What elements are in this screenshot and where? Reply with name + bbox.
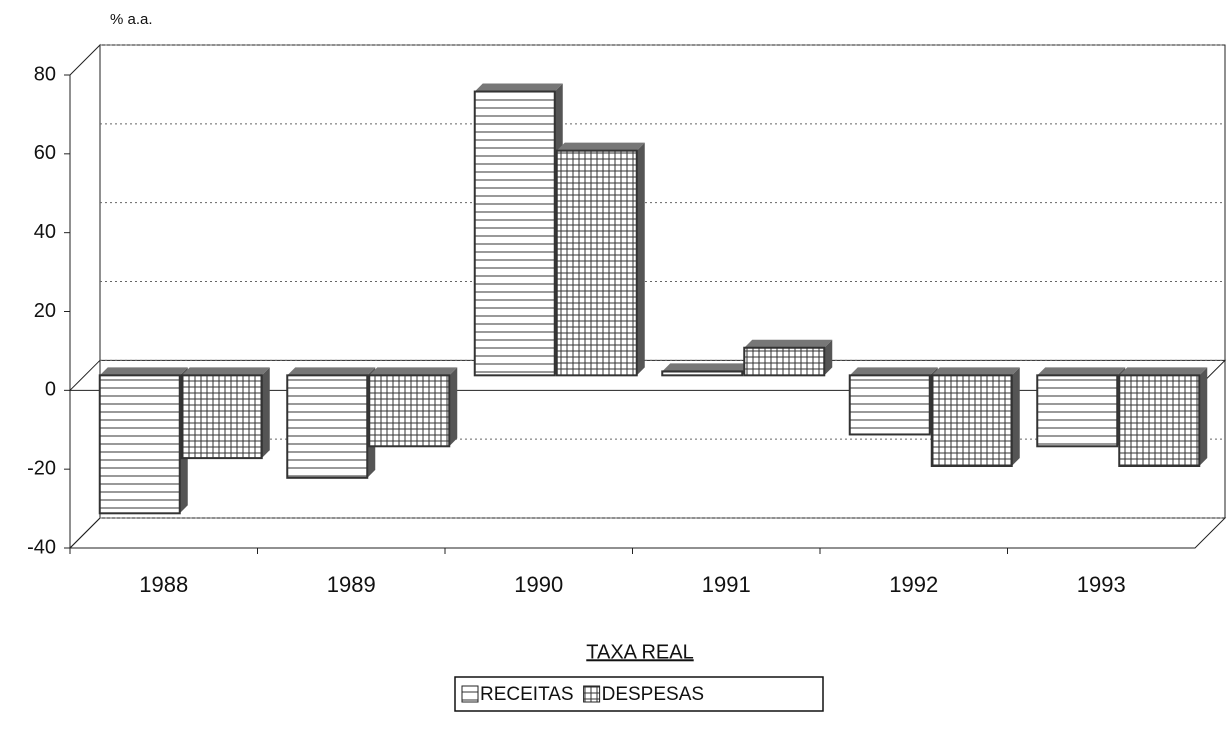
bar-top [181, 367, 270, 376]
legend-swatch [583, 685, 601, 703]
bar-top [1119, 367, 1208, 376]
bar [98, 374, 181, 515]
bar-top [287, 367, 376, 376]
legend [454, 676, 824, 712]
legend-label: RECEITAS [480, 684, 574, 705]
bar-top [474, 83, 563, 92]
x-tick-label: 1992 [889, 572, 938, 597]
bar-top [849, 367, 938, 376]
bar-side [636, 142, 645, 376]
legend-label: DESPESAS [602, 684, 704, 705]
bar [180, 374, 263, 460]
zero-plane [68, 359, 1227, 391]
bar [930, 374, 1013, 467]
x-tick-label: 1989 [327, 572, 376, 597]
bar-top [931, 367, 1020, 376]
bar-top [99, 367, 188, 376]
y-tick-label: 80 [34, 63, 56, 85]
legend-swatch [461, 685, 479, 703]
bar [1036, 374, 1119, 448]
bar [743, 346, 826, 377]
bar [473, 90, 556, 377]
x-tick-label: 1988 [139, 572, 188, 597]
y-tick-label: -40 [27, 536, 56, 558]
bar-side [1011, 367, 1020, 466]
bar-side [824, 339, 833, 376]
left-wall [69, 43, 101, 550]
y-tick-label: 40 [34, 221, 56, 243]
bar [368, 374, 451, 448]
bar-top [556, 142, 645, 151]
bar [848, 374, 931, 436]
bar [1118, 374, 1201, 467]
bar-top [744, 339, 833, 348]
bar-side [449, 367, 458, 447]
x-axis-label: TAXA REAL [586, 641, 693, 663]
y-tick-label: 60 [34, 142, 56, 164]
bar-top [662, 363, 751, 372]
y-tick-label: 20 [34, 300, 56, 322]
y-axis-label: % a.a. [110, 11, 153, 28]
bar [286, 374, 369, 479]
bar-top [1037, 367, 1126, 376]
y-tick-label: -20 [27, 457, 56, 479]
bar [661, 370, 744, 377]
floor [68, 517, 1227, 549]
bar [555, 149, 638, 377]
x-tick-label: 1991 [702, 572, 751, 597]
x-tick-label: 1993 [1077, 572, 1126, 597]
y-tick-label: 0 [45, 379, 56, 401]
x-tick-label: 1990 [514, 572, 563, 597]
bar-side [261, 367, 270, 459]
bar-side [1199, 367, 1208, 466]
bar-top [369, 367, 458, 376]
